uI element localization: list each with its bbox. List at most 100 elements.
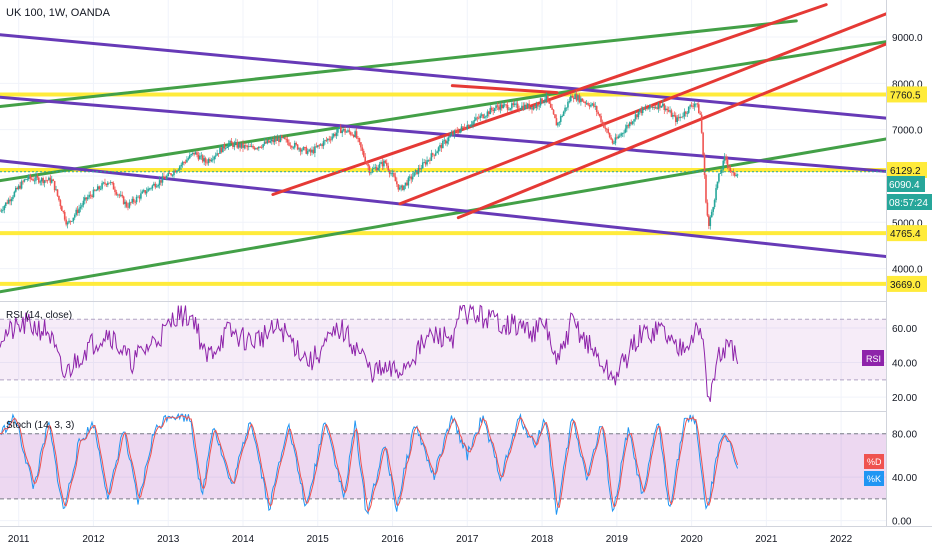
- candle-body: [124, 201, 126, 205]
- candle-body: [357, 138, 359, 139]
- candle-body: [45, 180, 47, 182]
- candle-body: [301, 149, 303, 152]
- candle-body: [511, 103, 513, 109]
- candle-body: [130, 202, 132, 204]
- candle-body: [102, 182, 105, 184]
- candle-body: [236, 142, 239, 148]
- candle-body: [327, 138, 329, 141]
- candle-body: [150, 188, 152, 190]
- candle-body: [332, 133, 335, 137]
- candle-body: [679, 116, 681, 119]
- candle-body: [427, 159, 430, 161]
- candle-body: [3, 205, 6, 210]
- time-axis[interactable]: [0, 527, 932, 550]
- candle-body: [12, 196, 14, 199]
- candle-body: [649, 104, 651, 109]
- stoch-title[interactable]: Stoch (14, 3, 3): [6, 420, 74, 431]
- candle-body: [697, 104, 700, 114]
- candle-body: [184, 162, 187, 164]
- candle-body: [544, 99, 546, 102]
- candle-body: [82, 200, 85, 206]
- candle-body: [660, 105, 663, 108]
- candle-body: [708, 215, 710, 226]
- candle-body: [117, 194, 119, 196]
- candle-body: [224, 147, 227, 149]
- candle-body: [69, 220, 72, 222]
- rsi-pane[interactable]: [0, 302, 886, 411]
- candle-body: [255, 148, 257, 150]
- candle-body: [731, 171, 733, 172]
- chart-title[interactable]: UK 100, 1W, OANDA: [6, 7, 111, 19]
- candle-body: [288, 142, 290, 146]
- candle-body: [270, 139, 273, 142]
- candle-body: [551, 107, 553, 110]
- candle-body: [454, 130, 457, 132]
- candle-body: [20, 181, 23, 189]
- candle-body: [50, 179, 53, 183]
- candle-body: [151, 185, 154, 189]
- candle-body: [281, 135, 283, 138]
- candle-body: [352, 135, 355, 138]
- trendline-green: [0, 19, 798, 109]
- candle-body: [617, 136, 620, 139]
- countdown-badge: [887, 194, 932, 210]
- candle-body: [620, 133, 622, 136]
- rsi-title[interactable]: RSI (14, close): [6, 310, 72, 321]
- candle-body: [475, 117, 477, 120]
- level-tag-text: 7760.5: [890, 90, 921, 101]
- candle-body: [593, 103, 595, 107]
- candle-body: [196, 152, 198, 155]
- candle-body: [411, 176, 414, 180]
- stoch-d-line: [0, 415, 739, 513]
- candle-body: [275, 139, 277, 141]
- candle-body: [278, 138, 280, 143]
- candle-body: [462, 126, 464, 128]
- candle-body: [483, 117, 486, 119]
- candle-body: [613, 143, 615, 144]
- stoch-pane[interactable]: [0, 412, 886, 526]
- candle-body: [407, 177, 410, 186]
- stoch-k-badge: [864, 471, 884, 486]
- candle-body: [486, 111, 489, 117]
- candle-body: [391, 173, 394, 174]
- candle-body: [227, 143, 230, 147]
- candle-body: [96, 186, 99, 191]
- candle-body: [623, 132, 625, 134]
- candle-body: [578, 95, 581, 103]
- candle-body: [56, 189, 59, 196]
- candle-body: [539, 98, 542, 106]
- main-pane[interactable]: [0, 0, 886, 301]
- candle-body: [9, 199, 11, 202]
- candle-body: [677, 117, 680, 119]
- candle-body: [718, 173, 720, 182]
- candle-body: [94, 189, 96, 191]
- grid-lines: [0, 0, 886, 526]
- candle-body: [528, 103, 530, 109]
- rsi-line: [0, 303, 739, 402]
- candle-body: [201, 155, 204, 162]
- candle-body: [319, 144, 322, 146]
- candle-body: [26, 178, 29, 180]
- candle-body: [467, 124, 470, 127]
- last-price-badge: [887, 176, 925, 192]
- candle-body: [258, 146, 260, 149]
- candle-body: [210, 160, 213, 162]
- candle-body: [203, 158, 205, 162]
- candle-body: [279, 135, 282, 143]
- candle-body: [515, 103, 517, 105]
- rsi-tick-label: 20.00: [892, 393, 917, 404]
- candle-body: [259, 146, 262, 148]
- candle-body: [65, 219, 67, 225]
- candle-body: [444, 140, 447, 144]
- stoch-d-badge: [864, 454, 884, 469]
- candle-body: [160, 180, 162, 183]
- candle-body: [240, 143, 243, 148]
- candle-body: [177, 169, 180, 171]
- candle-body: [542, 101, 545, 103]
- candle-body: [148, 188, 151, 190]
- candle-body: [321, 144, 323, 147]
- candle-body: [200, 155, 203, 157]
- candle-body: [503, 104, 506, 106]
- candle-body: [61, 206, 63, 211]
